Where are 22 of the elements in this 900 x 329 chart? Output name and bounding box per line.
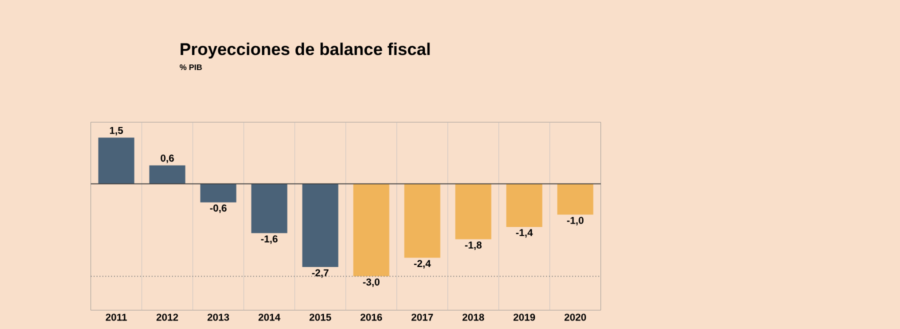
chart-subtitle: % PIB xyxy=(180,64,202,70)
x-tick-label: 2013 xyxy=(208,314,230,321)
x-tick-label: 2017 xyxy=(412,314,433,321)
data-label: -2,4 xyxy=(414,260,431,269)
data-label: -0,6 xyxy=(210,204,227,214)
chart-title: Proyecciones de balance fiscal xyxy=(180,42,430,59)
x-tick-label: 2014 xyxy=(258,314,280,321)
x-tick-label: 2015 xyxy=(310,314,332,321)
x-tick-label: 2019 xyxy=(514,314,536,321)
x-tick-label: 2012 xyxy=(156,314,178,321)
x-tick-label: 2016 xyxy=(360,314,382,321)
data-label: 1,5 xyxy=(110,126,123,136)
data-label: -3,0 xyxy=(363,278,380,288)
data-label: 0,6 xyxy=(160,154,174,164)
data-label: -1,0 xyxy=(567,216,584,226)
x-tick-label: 2011 xyxy=(106,314,127,321)
data-label: -2,7 xyxy=(312,269,328,278)
x-tick-label: 2018 xyxy=(462,314,484,321)
x-tick-label: 2020 xyxy=(564,314,586,321)
data-label: -1,4 xyxy=(516,229,533,238)
data-label: -1,8 xyxy=(465,242,482,250)
data-label: -1,6 xyxy=(261,235,278,244)
